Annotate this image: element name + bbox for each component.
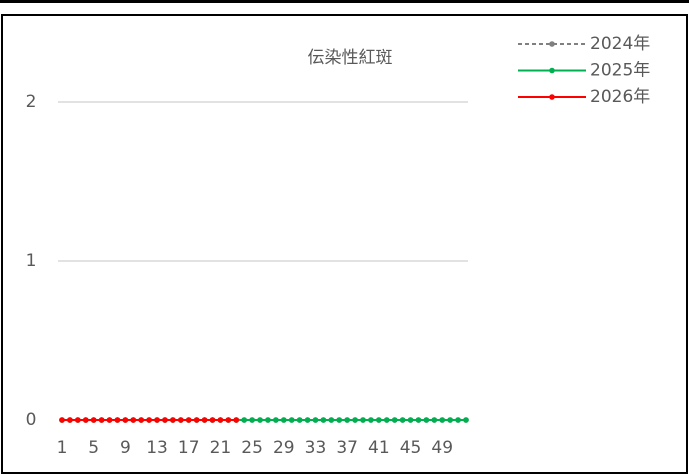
x-tick-label: 5 bbox=[88, 438, 99, 458]
marker bbox=[281, 417, 287, 423]
x-tick-label: 13 bbox=[146, 438, 168, 458]
x-tick-label: 33 bbox=[305, 438, 327, 458]
marker bbox=[455, 417, 461, 423]
chart-frame bbox=[1, 14, 688, 474]
marker bbox=[352, 417, 358, 423]
legend-marker bbox=[549, 94, 555, 100]
marker bbox=[90, 417, 97, 423]
legend-label: 2026年 bbox=[590, 87, 650, 107]
marker bbox=[201, 417, 208, 423]
x-tick-label: 1 bbox=[57, 438, 68, 458]
x-tick-label: 17 bbox=[178, 438, 200, 458]
marker bbox=[154, 417, 160, 423]
marker bbox=[217, 417, 224, 423]
marker bbox=[193, 417, 200, 423]
x-tick-label: 9 bbox=[120, 438, 131, 458]
legend-label: 2025年 bbox=[590, 61, 650, 81]
x-tick-label: 25 bbox=[241, 438, 263, 458]
marker bbox=[312, 417, 319, 423]
marker bbox=[82, 417, 89, 423]
marker bbox=[320, 417, 327, 423]
marker bbox=[423, 417, 430, 423]
x-tick-label: 21 bbox=[210, 438, 232, 458]
top-frame bbox=[0, 0, 689, 3]
marker bbox=[185, 417, 192, 423]
marker bbox=[225, 417, 232, 423]
marker bbox=[114, 417, 121, 423]
marker bbox=[249, 417, 255, 423]
marker bbox=[439, 417, 446, 423]
marker bbox=[138, 417, 145, 423]
x-tick-label: 49 bbox=[431, 438, 453, 458]
y-tick-label: 2 bbox=[26, 92, 37, 112]
marker bbox=[431, 417, 438, 423]
marker bbox=[368, 417, 374, 423]
legend-marker bbox=[549, 67, 555, 74]
marker bbox=[415, 417, 422, 423]
marker bbox=[288, 417, 295, 423]
marker bbox=[376, 417, 382, 423]
marker bbox=[178, 417, 184, 423]
marker bbox=[130, 417, 137, 423]
marker bbox=[241, 417, 247, 423]
marker bbox=[265, 417, 271, 423]
marker bbox=[304, 417, 311, 423]
marker bbox=[360, 417, 366, 423]
marker bbox=[296, 417, 303, 423]
x-tick-label: 37 bbox=[336, 438, 358, 458]
chart-title: 伝染性紅斑 bbox=[308, 48, 393, 68]
legend-marker bbox=[549, 41, 555, 47]
x-tick-label: 29 bbox=[273, 438, 295, 458]
marker bbox=[273, 417, 279, 423]
marker bbox=[257, 417, 263, 423]
marker bbox=[328, 417, 335, 423]
marker bbox=[98, 417, 105, 423]
marker bbox=[383, 417, 390, 423]
marker bbox=[75, 417, 81, 423]
y-tick-label: 0 bbox=[26, 410, 37, 430]
marker bbox=[59, 417, 65, 423]
marker bbox=[399, 417, 406, 423]
marker bbox=[336, 417, 343, 423]
marker bbox=[209, 417, 216, 423]
marker bbox=[170, 417, 176, 423]
marker bbox=[106, 417, 113, 423]
marker bbox=[447, 417, 453, 423]
y-tick-label: 1 bbox=[26, 251, 37, 271]
marker bbox=[463, 417, 469, 423]
legend-label: 2024年 bbox=[590, 34, 650, 54]
marker bbox=[146, 417, 152, 423]
marker bbox=[344, 417, 350, 423]
marker bbox=[122, 417, 129, 423]
x-tick-label: 45 bbox=[400, 438, 422, 458]
marker bbox=[233, 417, 240, 423]
marker bbox=[162, 417, 168, 423]
x-tick-label: 41 bbox=[368, 438, 390, 458]
marker bbox=[407, 417, 414, 423]
marker bbox=[391, 417, 398, 423]
marker bbox=[67, 417, 73, 423]
